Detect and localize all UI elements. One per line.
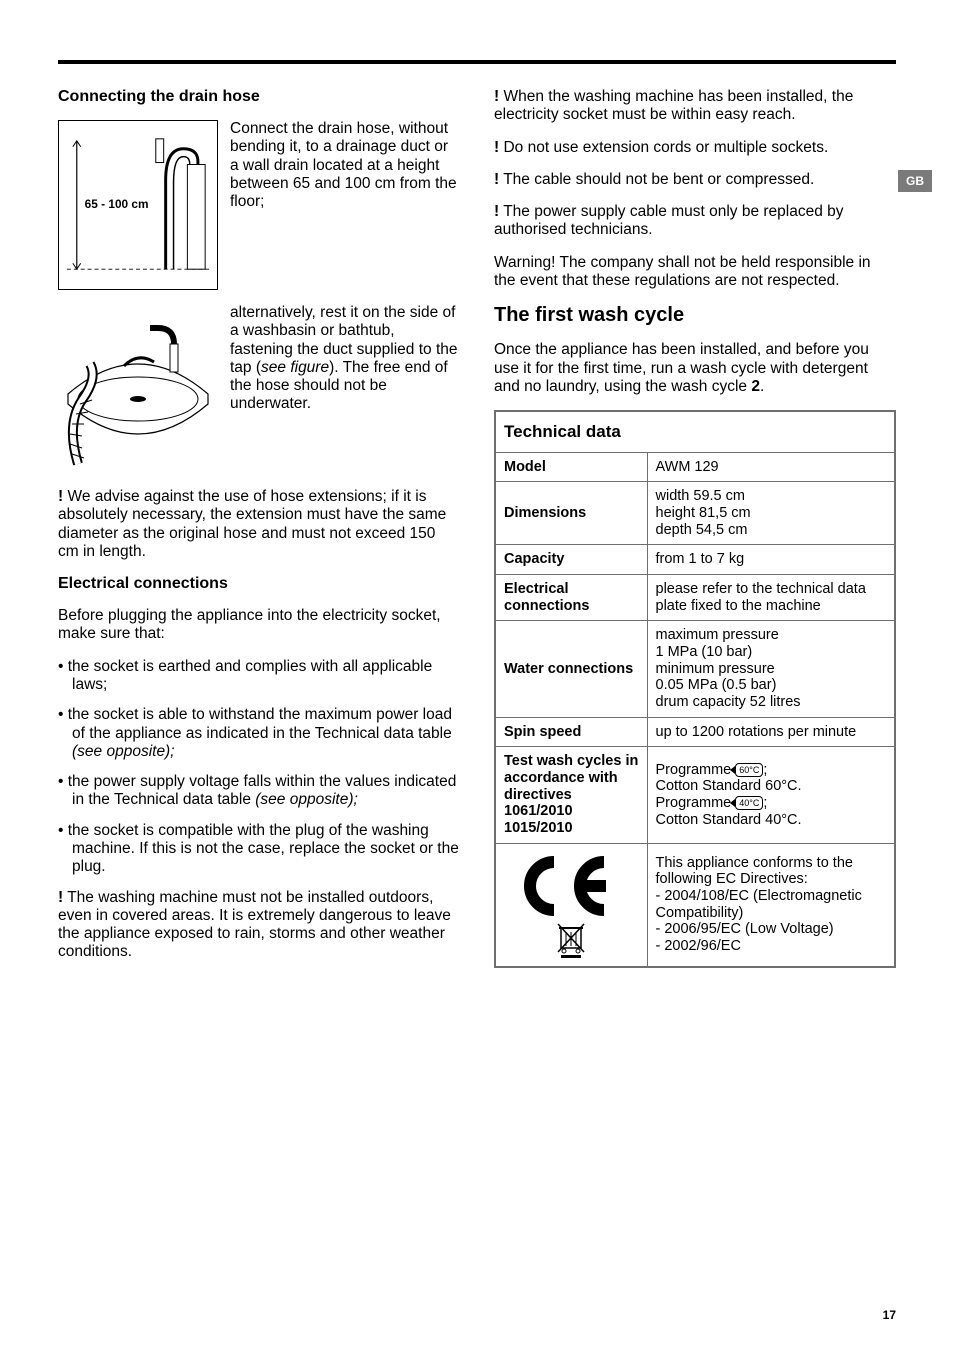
two-column-layout: Connecting the drain hose 65 - 100 cm bbox=[58, 88, 896, 976]
language-tab: GB bbox=[898, 170, 932, 192]
text: The power supply cable must only be repl… bbox=[494, 203, 844, 238]
right-column: ! When the washing machine has been inst… bbox=[494, 88, 896, 976]
table-row-label: Model bbox=[495, 452, 647, 482]
text: When the washing machine has been instal… bbox=[494, 88, 853, 123]
figure-drain-height-row: 65 - 100 cm Connect the drain hose, with… bbox=[58, 120, 460, 290]
para-socket-reach: ! When the washing machine has been inst… bbox=[494, 88, 896, 125]
page-number: 17 bbox=[883, 1308, 896, 1322]
table-row-label: Dimensions bbox=[495, 482, 647, 545]
table-row-label: Electrical connections bbox=[495, 575, 647, 621]
figure-drain-sink-row: alternatively, rest it on the side of a … bbox=[58, 304, 460, 474]
para-hose-extension-warning: ! We advise against the use of hose exte… bbox=[58, 488, 460, 561]
table-row-value: from 1 to 7 kg bbox=[647, 545, 895, 575]
text: Programme bbox=[656, 762, 736, 778]
list-item: the socket is able to withstand the maxi… bbox=[58, 706, 460, 761]
heading-first-wash: The first wash cycle bbox=[494, 304, 896, 327]
ce-mark-icon bbox=[516, 854, 626, 918]
ce-mark-cell bbox=[495, 843, 647, 967]
list-item: the socket is compatible with the plug o… bbox=[58, 822, 460, 877]
table-row-value: width 59.5 cm height 81,5 cm depth 54,5 … bbox=[647, 482, 895, 545]
table-row-value: please refer to the technical data plate… bbox=[647, 575, 895, 621]
top-rule bbox=[58, 60, 896, 64]
weee-bin-icon bbox=[554, 922, 588, 958]
table-row-label: Capacity bbox=[495, 545, 647, 575]
technical-data-table: Technical data Model AWM 129 Dimensions … bbox=[494, 410, 896, 968]
para-cable-replace: ! The power supply cable must only be re… bbox=[494, 203, 896, 240]
table-row-value: Programme 60°C; Cotton Standard 60°C. Pr… bbox=[647, 747, 895, 843]
para-first-wash: Once the appliance has been installed, a… bbox=[494, 341, 896, 396]
figure-drain-height: 65 - 100 cm bbox=[58, 120, 218, 290]
text: The washing machine must not be installe… bbox=[58, 889, 451, 961]
para-cable-bend: ! The cable should not be bent or compre… bbox=[494, 171, 896, 189]
table-title: Technical data bbox=[495, 411, 895, 452]
para-outdoor-warning: ! The washing machine must not be instal… bbox=[58, 889, 460, 962]
heading-drain-hose: Connecting the drain hose bbox=[58, 88, 460, 106]
programme-40-icon: 40°C bbox=[735, 796, 763, 810]
text: Do not use extension cords or multiple s… bbox=[499, 139, 828, 156]
text: We advise against the use of hose extens… bbox=[58, 488, 446, 560]
para-elec-intro: Before plugging the appliance into the e… bbox=[58, 607, 460, 644]
para-company-warning: Warning! The company shall not be held r… bbox=[494, 254, 896, 291]
text: Once the appliance has been installed, a… bbox=[494, 341, 869, 395]
table-row-value: maximum pressure 1 MPa (10 bar) minimum … bbox=[647, 621, 895, 717]
text: The cable should not be bent or compress… bbox=[499, 171, 814, 188]
text-bold: 2 bbox=[751, 378, 760, 395]
programme-60-icon: 60°C bbox=[735, 763, 763, 777]
electrical-bullet-list: the socket is earthed and complies with … bbox=[58, 658, 460, 877]
para-no-extension: ! Do not use extension cords or multiple… bbox=[494, 139, 896, 157]
table-row-label: Water connections bbox=[495, 621, 647, 717]
para-drain-sink: alternatively, rest it on the side of a … bbox=[230, 304, 460, 460]
table-row-label: Test wash cycles in accordance with dire… bbox=[495, 747, 647, 843]
text-italic: see figure bbox=[261, 359, 329, 376]
list-item: the power supply voltage falls within th… bbox=[58, 773, 460, 810]
para-drain-height: Connect the drain hose, without bending … bbox=[230, 120, 460, 276]
table-row-label: Spin speed bbox=[495, 717, 647, 747]
heading-electrical: Electrical connections bbox=[58, 575, 460, 593]
text: . bbox=[760, 378, 764, 395]
table-row-value: AWM 129 bbox=[647, 452, 895, 482]
svg-text:65 - 100 cm: 65 - 100 cm bbox=[85, 197, 149, 211]
table-row-value: up to 1200 rotations per minute bbox=[647, 717, 895, 747]
table-row-value: This appliance conforms to the following… bbox=[647, 843, 895, 967]
left-column: Connecting the drain hose 65 - 100 cm bbox=[58, 88, 460, 976]
figure-drain-sink bbox=[58, 304, 218, 474]
list-item: the socket is earthed and complies with … bbox=[58, 658, 460, 695]
